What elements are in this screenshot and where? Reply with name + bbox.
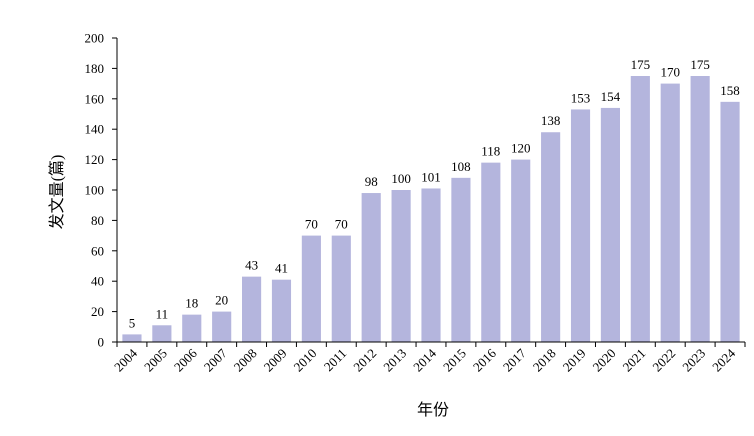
- bar-2020: [600, 107, 620, 342]
- x-tick-label-2020: 2020: [590, 346, 619, 375]
- x-tick-label-2009: 2009: [261, 346, 290, 375]
- data-label-2009: 41: [275, 261, 288, 276]
- x-tick-label-2014: 2014: [410, 345, 439, 374]
- bar-2004: [122, 334, 142, 342]
- data-label-2008: 43: [245, 258, 258, 273]
- y-tick-label-20: 20: [91, 304, 104, 319]
- y-axis-title: 发文量(篇): [48, 155, 66, 230]
- x-tick-label-2004: 2004: [111, 345, 140, 374]
- data-label-2016: 118: [481, 144, 500, 159]
- y-tick-label-80: 80: [91, 213, 104, 228]
- bar-2022: [660, 83, 680, 342]
- bar-2007: [212, 311, 232, 342]
- x-tick-label-2021: 2021: [619, 346, 648, 375]
- y-tick-label-40: 40: [91, 274, 104, 289]
- bar-2009: [271, 279, 292, 342]
- x-tick-label-2016: 2016: [470, 345, 499, 374]
- bar-2012: [361, 193, 381, 342]
- data-label-2012: 98: [365, 174, 378, 189]
- x-tick-label-2012: 2012: [350, 346, 379, 375]
- bar-2017: [511, 159, 531, 342]
- x-tick-label-2005: 2005: [141, 346, 170, 375]
- x-axis: 2004 2005 2006 2007 2008 2009 2010 2011 2012 2013…: [111, 341, 746, 375]
- data-label-2020: 154: [601, 89, 621, 104]
- y-tick-label-180: 180: [85, 61, 105, 76]
- x-tick-label-2008: 2008: [231, 346, 260, 375]
- x-tick-label-2024: 2024: [709, 345, 738, 374]
- data-label-2013: 100: [391, 171, 411, 186]
- bar-2005: [152, 325, 172, 342]
- y-tick-label-100: 100: [85, 183, 105, 198]
- data-label-2019: 153: [571, 90, 591, 105]
- x-tick-label-2013: 2013: [380, 346, 409, 375]
- data-label-2014: 101: [421, 169, 441, 184]
- y-tick-label-0: 0: [98, 335, 105, 350]
- bars-group: [122, 76, 740, 342]
- data-labels-group: 5 11 18 20 43 41 70 70 98 100 101 108 118 120 138 153 15…: [129, 57, 740, 330]
- x-tick-label-2011: 2011: [321, 346, 350, 375]
- data-label-2010: 70: [305, 217, 318, 232]
- bar-2024: [720, 101, 740, 342]
- data-label-2004: 5: [129, 315, 136, 330]
- bar-2023: [690, 76, 710, 342]
- data-label-2021: 175: [631, 57, 651, 72]
- x-tick-label-2017: 2017: [500, 345, 529, 374]
- bar-2011: [331, 235, 351, 342]
- x-tick-label-2015: 2015: [440, 346, 469, 375]
- y-tick-label-60: 60: [91, 243, 104, 258]
- bar-2006: [182, 314, 202, 342]
- bar-2015: [451, 177, 471, 342]
- x-tick-label-2018: 2018: [530, 346, 559, 375]
- bar-2014: [421, 188, 441, 342]
- bar-2019: [570, 109, 591, 342]
- data-label-2005: 11: [156, 306, 169, 321]
- bar-2016: [481, 162, 501, 342]
- data-label-2022: 170: [660, 65, 680, 80]
- y-axis: 0 20 40 60 80 100 120 140 160 180 200: [85, 31, 118, 350]
- x-tick-label-2019: 2019: [560, 346, 589, 375]
- data-label-2017: 120: [511, 141, 531, 156]
- y-tick-label-200: 200: [85, 31, 105, 46]
- data-label-2018: 138: [541, 113, 561, 128]
- data-label-2015: 108: [451, 159, 471, 174]
- y-tick-label-140: 140: [85, 122, 105, 137]
- y-tick-label-160: 160: [85, 91, 105, 106]
- bar-2018: [541, 132, 561, 342]
- x-tick-label-2006: 2006: [171, 345, 200, 374]
- bar-2013: [391, 190, 411, 342]
- data-label-2006: 18: [185, 296, 198, 311]
- data-label-2011: 70: [335, 217, 348, 232]
- x-axis-title: 年份: [417, 401, 449, 419]
- x-tick-label-2023: 2023: [679, 346, 708, 375]
- bar-2008: [242, 276, 262, 342]
- y-tick-label-120: 120: [85, 152, 105, 167]
- bar-2010: [301, 235, 321, 342]
- bar-2021: [630, 76, 650, 342]
- data-label-2007: 20: [215, 293, 228, 308]
- x-tick-label-2010: 2010: [291, 346, 320, 375]
- x-tick-label-2022: 2022: [649, 346, 678, 375]
- data-label-2024: 158: [720, 83, 740, 98]
- x-tick-label-2007: 2007: [201, 345, 230, 374]
- data-label-2023: 175: [690, 57, 710, 72]
